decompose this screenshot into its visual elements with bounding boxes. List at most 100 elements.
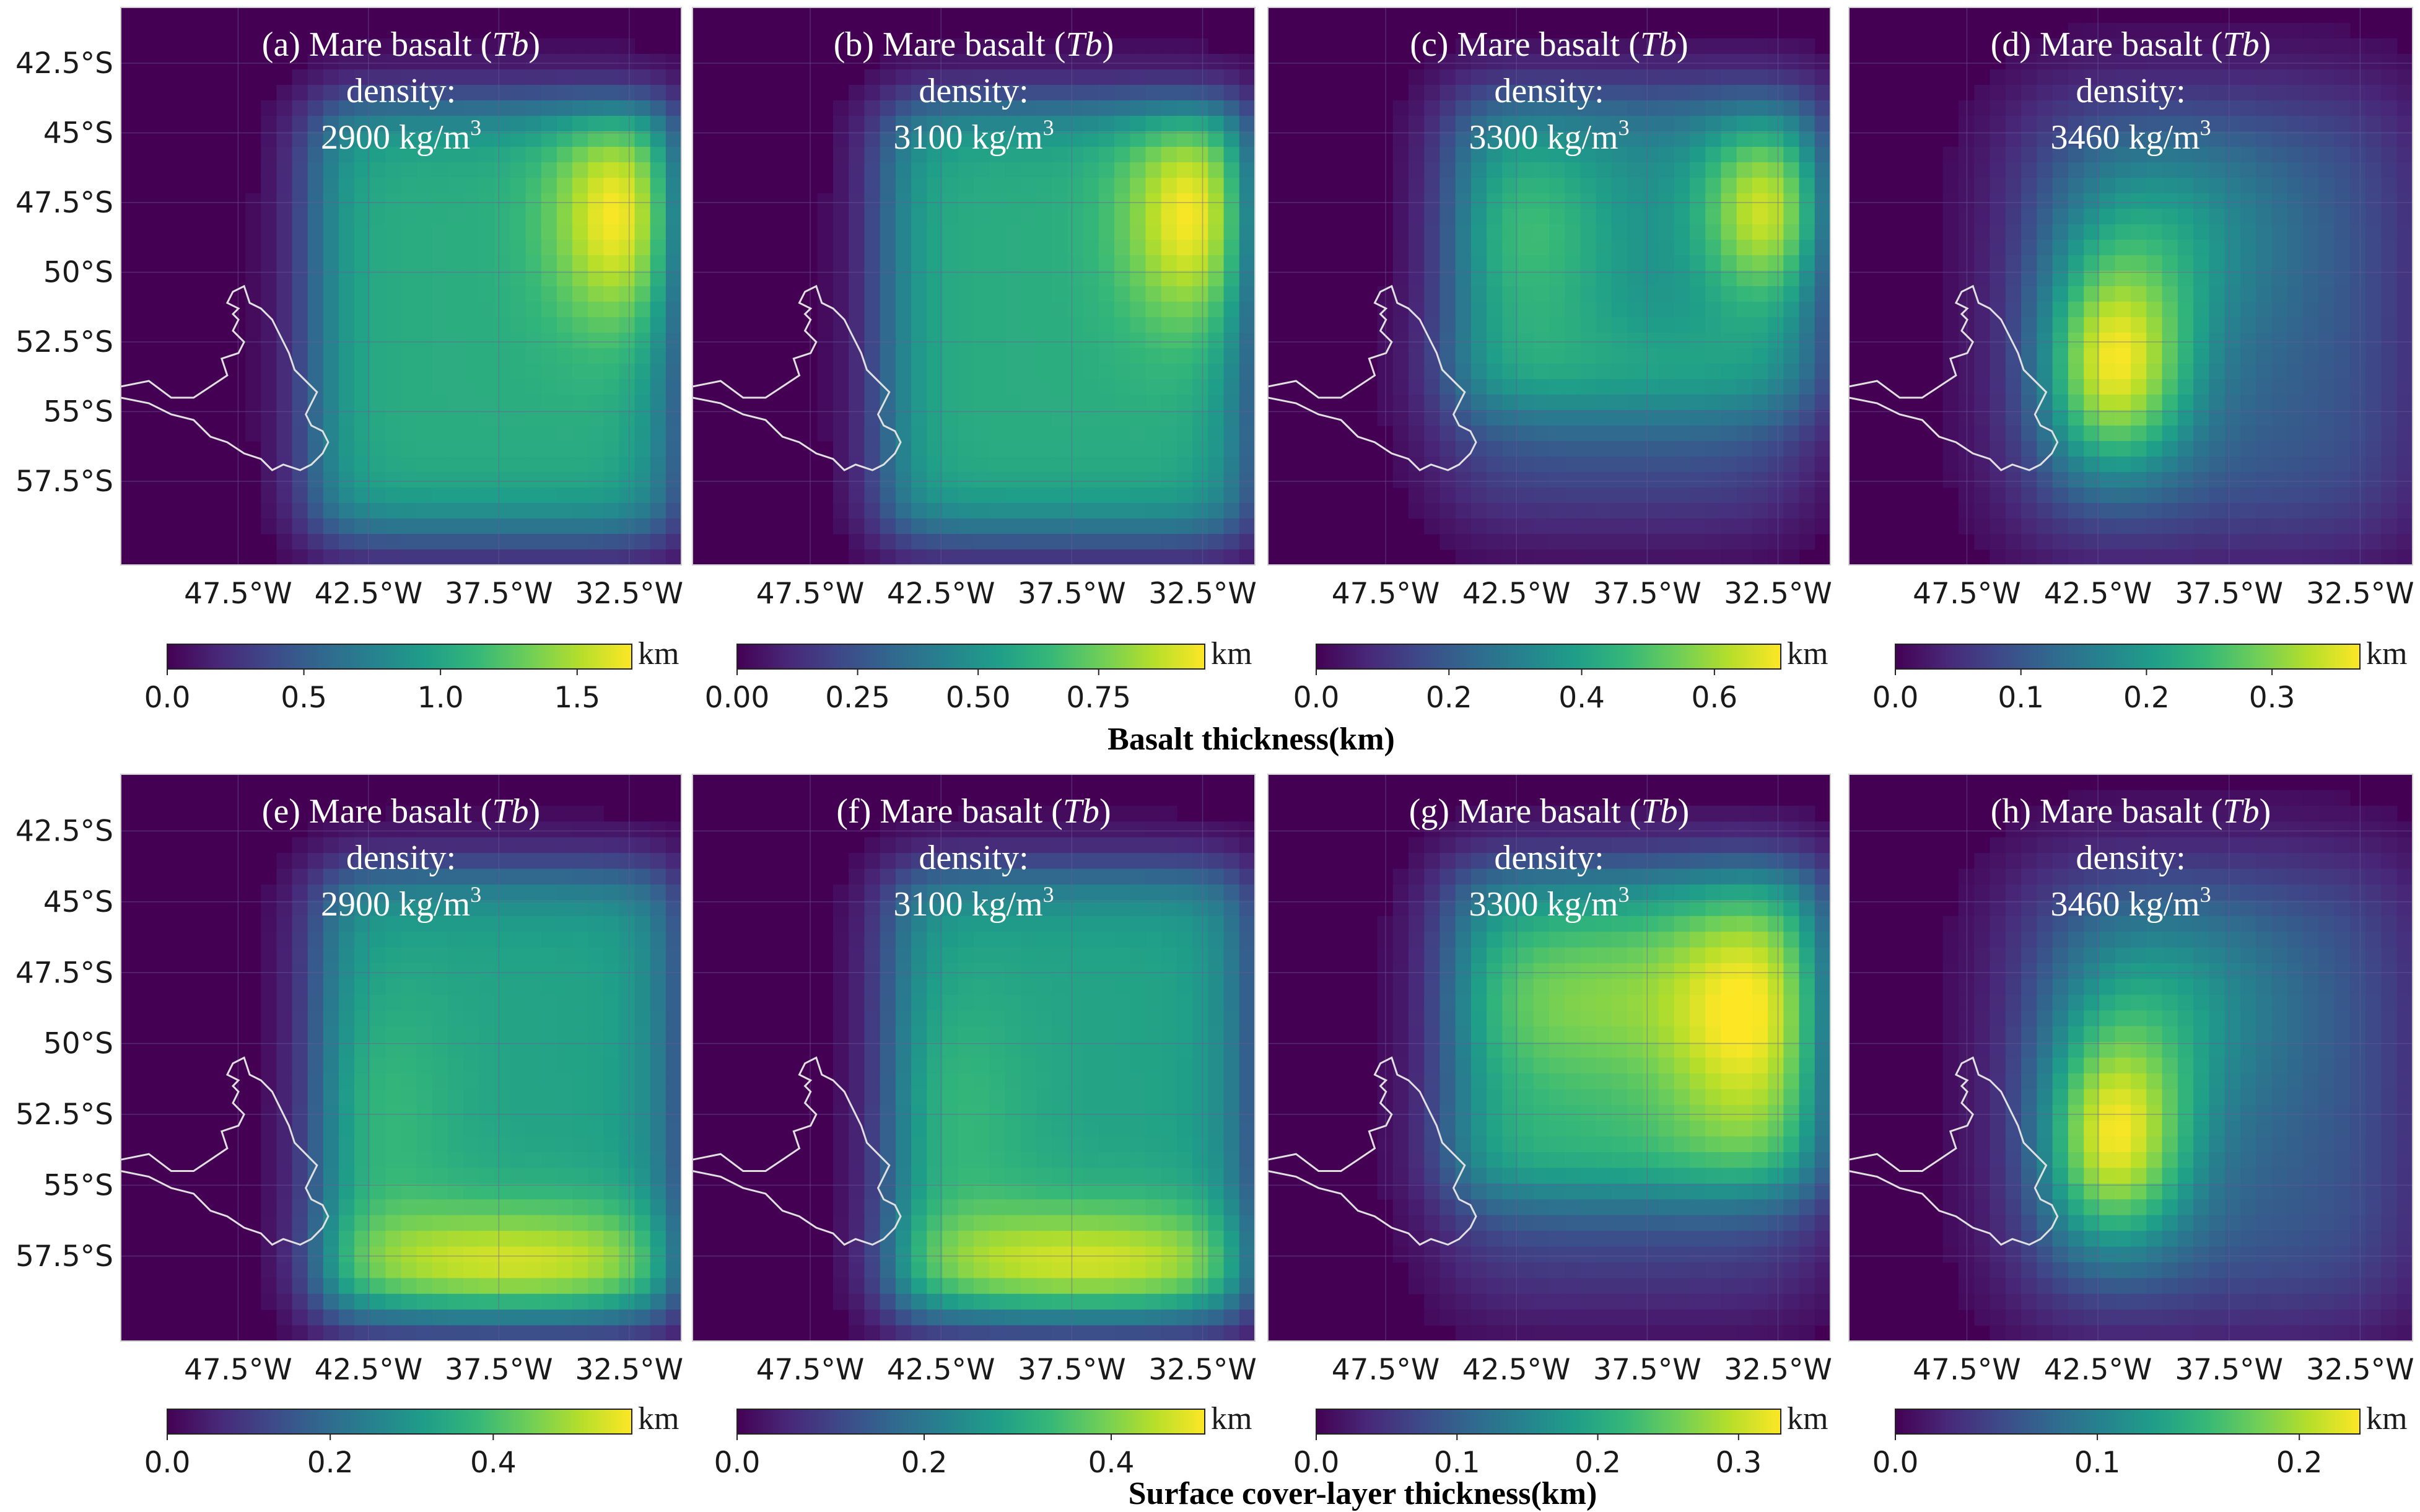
heatmap-cell <box>1549 286 1565 302</box>
heatmap-cell <box>494 1136 511 1153</box>
heatmap-cell <box>1208 472 1225 488</box>
heatmap-cell <box>370 518 386 535</box>
heatmap-cell <box>1020 147 1037 163</box>
heatmap-cell <box>650 1199 666 1216</box>
heatmap-cell <box>2131 364 2147 380</box>
heatmap-cell <box>1752 240 1768 256</box>
heatmap-cell <box>1067 147 1084 163</box>
heatmap-cell <box>2209 395 2226 411</box>
heatmap-cell <box>2318 518 2335 535</box>
heatmap-cell <box>338 979 355 995</box>
heatmap-cell <box>1565 503 1581 519</box>
heatmap-cell <box>2068 549 2084 566</box>
heatmap-cell <box>525 837 542 854</box>
heatmap-cell <box>447 932 464 948</box>
heatmap-cell <box>603 963 620 980</box>
heatmap-cell <box>307 518 324 535</box>
heatmap-cell <box>958 534 974 550</box>
heatmap-cell <box>2162 178 2178 194</box>
lon-tick-label: 47.5°W <box>184 577 292 611</box>
heatmap-cell <box>1643 116 1659 132</box>
colorbar-bar <box>167 644 632 670</box>
heatmap-cell <box>2271 209 2288 225</box>
heatmap-cell <box>989 54 1006 70</box>
heatmap-cell <box>354 1010 370 1027</box>
heatmap-cell <box>2209 534 2226 550</box>
heatmap-cell <box>525 426 542 442</box>
heatmap-cell <box>432 348 448 364</box>
heatmap-cell <box>619 1026 636 1042</box>
heatmap-cell <box>927 209 943 225</box>
heatmap-cell <box>2193 100 2209 116</box>
heatmap-cell <box>1990 426 2006 442</box>
heatmap-cell <box>880 255 896 271</box>
heatmap-cell <box>307 395 324 411</box>
heatmap-cell <box>1114 348 1130 364</box>
heatmap-cell <box>665 1262 682 1278</box>
heatmap-cell <box>2271 100 2288 116</box>
heatmap-cell <box>1439 503 1456 519</box>
heatmap-cell <box>463 1152 479 1169</box>
heatmap-cell <box>541 900 557 917</box>
heatmap-cell <box>1783 178 1800 194</box>
heatmap-cell <box>416 85 433 101</box>
heatmap-cell <box>401 38 417 55</box>
heatmap-cell <box>1721 100 1737 116</box>
heatmap-cell <box>619 837 636 854</box>
heatmap-cell <box>1487 364 1503 380</box>
heatmap-cell <box>1533 162 1550 178</box>
panel-title-value: 3300 kg/m3 <box>1469 115 1629 157</box>
heatmap-cell <box>261 1215 277 1231</box>
heatmap-cell <box>974 302 990 318</box>
heatmap-cell <box>2365 131 2382 147</box>
heatmap-cell <box>323 1152 339 1169</box>
heatmap-cell <box>416 979 433 995</box>
heatmap-cell <box>2396 487 2413 504</box>
heatmap-cell <box>880 69 896 85</box>
heatmap-cell <box>2240 255 2256 271</box>
heatmap-cell <box>370 271 386 287</box>
heatmap-cell <box>1223 240 1240 256</box>
heatmap-cell <box>1658 147 1675 163</box>
heatmap-cell <box>2381 116 2398 132</box>
heatmap-cell <box>525 178 542 194</box>
heatmap-cell <box>1036 487 1052 504</box>
heatmap-cell <box>2365 410 2382 426</box>
heatmap-cell <box>1130 534 1147 550</box>
heatmap-cell <box>588 69 604 85</box>
heatmap-cell <box>1114 395 1130 411</box>
heatmap-cell <box>2209 240 2226 256</box>
heatmap-cell <box>603 255 620 271</box>
heatmap-cell <box>1752 209 1768 225</box>
heatmap-cell <box>1736 271 1753 287</box>
heatmap-cell <box>2303 69 2319 85</box>
heatmap-cell <box>2256 333 2273 349</box>
heatmap-cell <box>1439 178 1456 194</box>
heatmap-cell <box>650 1042 666 1059</box>
heatmap-cell <box>895 240 912 256</box>
heatmap-cell <box>354 1231 370 1248</box>
heatmap-cell <box>1239 549 1256 566</box>
heatmap-cell <box>541 1262 557 1278</box>
heatmap-cell <box>510 410 526 426</box>
heatmap-cell <box>1020 162 1037 178</box>
heatmap-cell <box>1239 534 1256 550</box>
heatmap-cell <box>833 209 849 225</box>
heatmap-cell <box>2162 549 2178 566</box>
heatmap-cell <box>1176 302 1193 318</box>
heatmap-cell <box>1752 534 1768 550</box>
heatmap-cell <box>603 472 620 488</box>
heatmap-cell <box>1239 193 1256 209</box>
heatmap-cell <box>1114 317 1130 333</box>
heatmap-cell <box>2240 100 2256 116</box>
heatmap-cell <box>338 1215 355 1231</box>
heatmap-cell <box>1518 348 1534 364</box>
heatmap-cell <box>2318 302 2335 318</box>
heatmap-cell <box>401 503 417 519</box>
heatmap-cell <box>1565 410 1581 426</box>
heatmap-cell <box>2177 534 2194 550</box>
heatmap-cell <box>1643 441 1659 457</box>
heatmap-cell <box>1990 286 2006 302</box>
heatmap-cell <box>1643 395 1659 411</box>
heatmap-cell <box>1974 534 1991 550</box>
